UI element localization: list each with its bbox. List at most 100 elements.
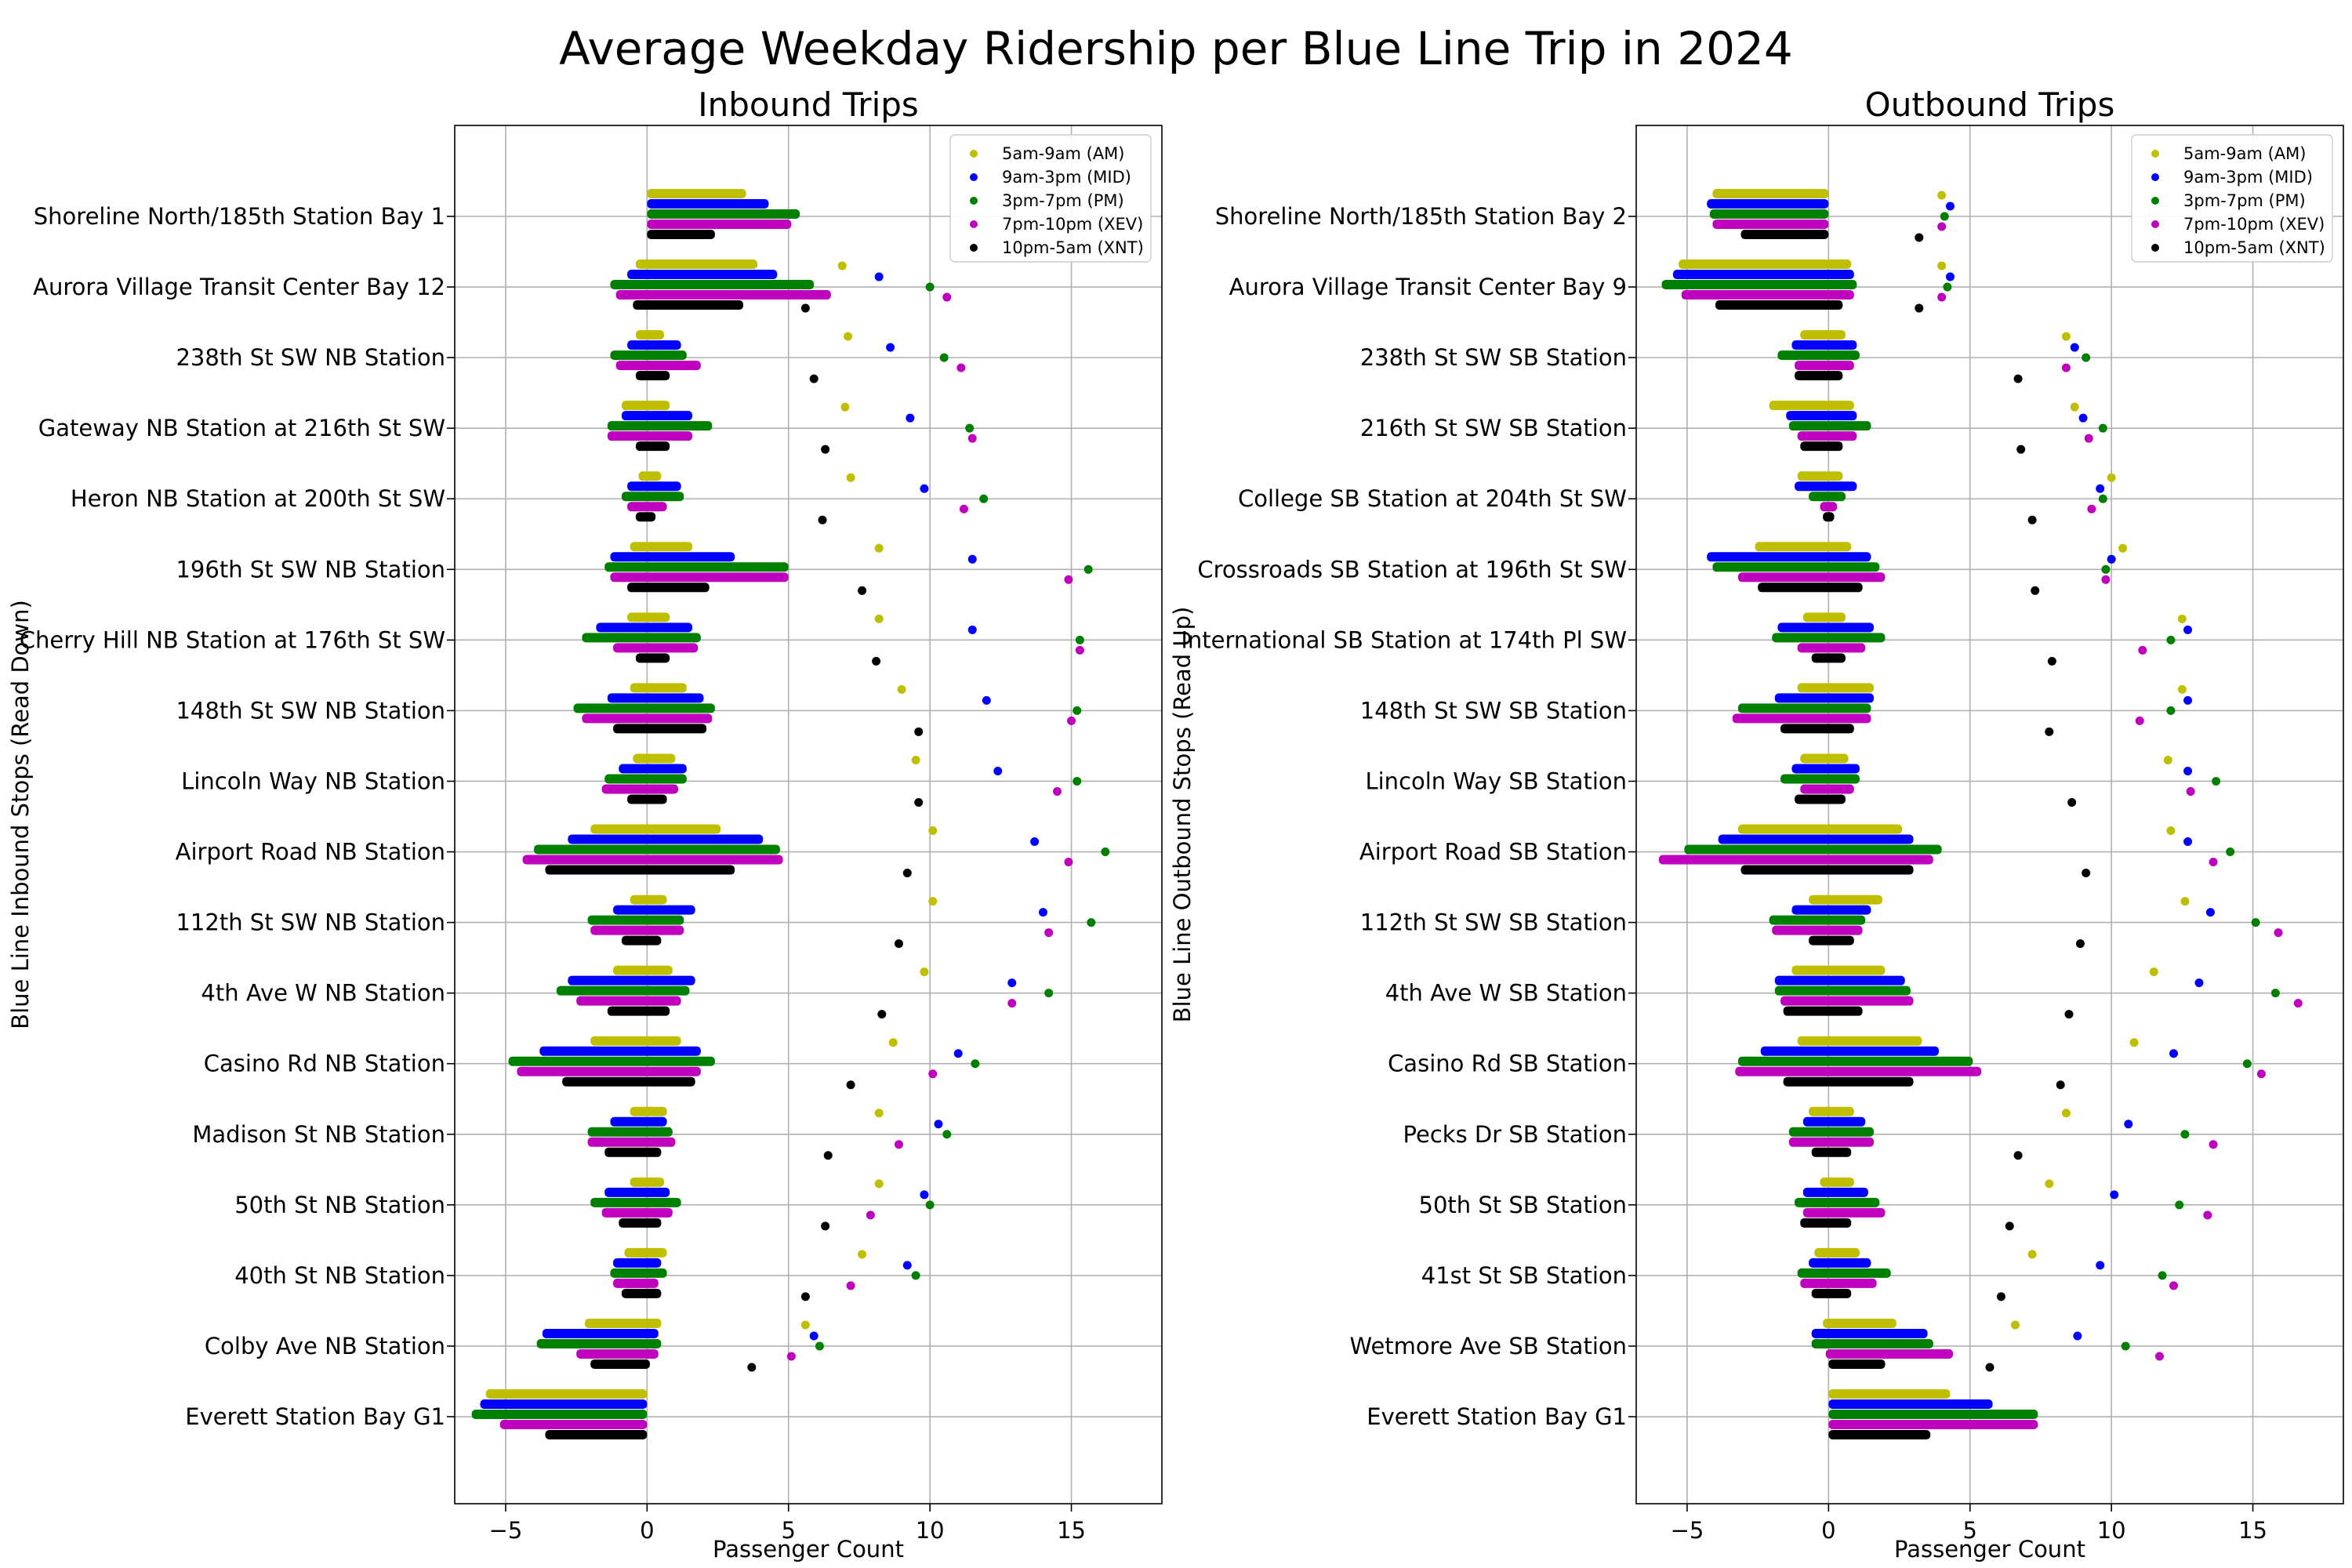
bar-10pm-5am-xnt-6 bbox=[1811, 653, 1846, 663]
bar-10pm-5am-xnt-12 bbox=[562, 1076, 695, 1087]
stop-label-4th-ave-w-nb-station: 4th Ave W NB Station bbox=[201, 980, 445, 1007]
bar-10pm-5am-xnt-14 bbox=[619, 1218, 662, 1228]
point-9am-3pm-mid-9 bbox=[1030, 837, 1040, 847]
bar-3pm-7pm-pm-7 bbox=[573, 703, 715, 713]
stop-label-238th-st-sw-nb-station: 238th St SW NB Station bbox=[176, 344, 445, 371]
point-3pm-7pm-pm-4 bbox=[979, 494, 989, 503]
point-5am-9am-am-15 bbox=[2027, 1250, 2037, 1259]
stop-label-238th-st-sw-sb-station: 238th St SW SB Station bbox=[1360, 344, 1627, 371]
point-10pm-5am-xnt-12 bbox=[846, 1080, 855, 1090]
bar-10pm-5am-xnt-9 bbox=[1740, 865, 1914, 875]
bar-5am-9am-am-0 bbox=[1712, 189, 1829, 198]
bar-3pm-7pm-pm-3 bbox=[607, 421, 713, 431]
point-7pm-10pm-xev-15 bbox=[2169, 1281, 2179, 1290]
plot-frame bbox=[1635, 125, 2344, 1504]
bar-9am-3pm-mid-5 bbox=[1707, 552, 1871, 562]
stop-label-airport-road-nb-station: Airport Road NB Station bbox=[176, 839, 445, 866]
stop-label-50th-st-nb-station: 50th St NB Station bbox=[234, 1192, 445, 1218]
inbound-chart-panel: −5 0 5 10 15 Shoreline North/185th Station Ba… bbox=[7, 85, 1163, 1563]
bar-9am-3pm-mid-1 bbox=[1672, 270, 1854, 280]
point-7pm-10pm-xev-8 bbox=[2186, 786, 2195, 796]
bar-7pm-10pm-xev-3 bbox=[1797, 431, 1857, 441]
point-3pm-7pm-pm-4 bbox=[2098, 494, 2107, 503]
panel-title: Outbound Trips bbox=[1865, 85, 2115, 124]
point-5am-9am-am-10 bbox=[2180, 897, 2190, 906]
bar-5am-9am-am-1 bbox=[635, 260, 758, 270]
point-9am-3pm-mid-12 bbox=[2169, 1049, 2179, 1058]
x-tick-label: 10 bbox=[2097, 1517, 2126, 1544]
point-7pm-10pm-xev-3 bbox=[2084, 434, 2093, 443]
bar-7pm-10pm-xev-12 bbox=[1735, 1066, 1982, 1076]
point-5am-9am-am-6 bbox=[2177, 614, 2187, 623]
x-axis-label: Passenger Count bbox=[713, 1536, 904, 1563]
bar-5am-9am-am-5 bbox=[630, 542, 693, 552]
x-tick-label: 0 bbox=[1821, 1517, 1835, 1544]
bar-7pm-10pm-xev-8 bbox=[1800, 784, 1854, 794]
bar-9am-3pm-mid-9 bbox=[568, 834, 764, 844]
point-3pm-7pm-pm-10 bbox=[2251, 918, 2260, 927]
stop-label-40th-st-nb-station: 40th St NB Station bbox=[234, 1262, 445, 1289]
stop-label-aurora-village-transit-center-bay-12: Aurora Village Transit Center Bay 12 bbox=[33, 274, 445, 300]
point-5am-9am-am-16 bbox=[2010, 1320, 2020, 1330]
point-10pm-5am-xnt-2 bbox=[809, 374, 818, 383]
x-tick-label: 5 bbox=[1963, 1517, 1977, 1544]
bar-9am-3pm-mid-8 bbox=[619, 764, 687, 774]
bar-5am-9am-am-14 bbox=[630, 1177, 664, 1187]
bar-10pm-5am-xnt-11 bbox=[1783, 1006, 1863, 1016]
point-9am-3pm-mid-16 bbox=[809, 1331, 818, 1341]
x-tick-label: 10 bbox=[916, 1517, 945, 1544]
bar-5am-9am-am-10 bbox=[1809, 895, 1882, 905]
point-3pm-7pm-pm-6 bbox=[2166, 635, 2176, 644]
point-7pm-10pm-xev-1 bbox=[1937, 292, 1947, 302]
legend-entry-5am-9am-am: 5am-9am (AM) bbox=[1002, 144, 1125, 163]
point-5am-9am-am-3 bbox=[840, 402, 850, 412]
bar-3pm-7pm-pm-13 bbox=[587, 1127, 673, 1137]
bar-9am-3pm-mid-3 bbox=[621, 411, 693, 421]
bar-3pm-7pm-pm-6 bbox=[582, 633, 701, 643]
bar-5am-9am-am-3 bbox=[621, 401, 670, 411]
bar-9am-3pm-mid-2 bbox=[1791, 340, 1857, 350]
point-9am-3pm-mid-12 bbox=[953, 1049, 963, 1058]
point-10pm-5am-xnt-6 bbox=[2047, 656, 2056, 666]
bar-10pm-5am-xnt-2 bbox=[1795, 371, 1843, 381]
point-5am-9am-am-13 bbox=[874, 1109, 884, 1118]
bar-3pm-7pm-pm-16 bbox=[1811, 1338, 1933, 1348]
bar-9am-3pm-mid-6 bbox=[1777, 622, 1875, 633]
point-10pm-5am-xnt-8 bbox=[2067, 797, 2077, 807]
bar-5am-9am-am-5 bbox=[1755, 542, 1852, 552]
point-7pm-10pm-xev-13 bbox=[2209, 1140, 2218, 1149]
point-7pm-10pm-xev-14 bbox=[866, 1210, 875, 1220]
point-9am-3pm-mid-14 bbox=[920, 1190, 929, 1200]
point-5am-9am-am-13 bbox=[2061, 1109, 2071, 1118]
bar-3pm-7pm-pm-9 bbox=[534, 844, 780, 855]
point-7pm-10pm-xev-13 bbox=[894, 1140, 903, 1149]
point-7pm-10pm-xev-12 bbox=[928, 1069, 938, 1079]
stop-label-cherry-hill-nb-station-at-176th-st-sw: Cherry Hill NB Station at 176th St SW bbox=[20, 626, 445, 653]
bar-10pm-5am-xnt-13 bbox=[604, 1147, 662, 1157]
bar-3pm-7pm-pm-4 bbox=[621, 492, 684, 502]
stop-label-112th-st-sw-sb-station: 112th St SW SB Station bbox=[1360, 909, 1627, 936]
bar-3pm-7pm-pm-15 bbox=[1797, 1268, 1891, 1278]
point-9am-3pm-mid-13 bbox=[2124, 1120, 2133, 1129]
bar-7pm-10pm-xev-3 bbox=[607, 431, 693, 441]
bar-5am-9am-am-15 bbox=[1814, 1247, 1860, 1258]
bar-3pm-7pm-pm-7 bbox=[1737, 703, 1871, 713]
bar-10pm-5am-xnt-9 bbox=[545, 865, 735, 875]
bar-3pm-7pm-pm-13 bbox=[1788, 1127, 1875, 1137]
bar-5am-9am-am-0 bbox=[647, 189, 746, 198]
point-9am-3pm-mid-15 bbox=[2096, 1261, 2105, 1270]
stop-label-wetmore-ave-sb-station: Wetmore Ave SB Station bbox=[1349, 1333, 1627, 1359]
stop-label-148th-st-sw-sb-station: 148th St SW SB Station bbox=[1360, 697, 1627, 724]
bar-7pm-10pm-xev-14 bbox=[1802, 1207, 1886, 1218]
bar-9am-3pm-mid-13 bbox=[610, 1116, 667, 1127]
bar-10pm-5am-xnt-8 bbox=[627, 794, 667, 804]
legend-marker-7pm-10pm-xev bbox=[970, 220, 978, 228]
bar-7pm-10pm-xev-2 bbox=[1795, 361, 1854, 371]
point-9am-3pm-mid-16 bbox=[2073, 1331, 2082, 1341]
legend-entry-9am-3pm-mid: 9am-3pm (MID) bbox=[1002, 168, 1131, 187]
point-9am-3pm-mid-7 bbox=[982, 695, 991, 705]
point-3pm-7pm-pm-11 bbox=[2270, 989, 2280, 998]
bar-7pm-10pm-xev-15 bbox=[1800, 1278, 1877, 1288]
point-9am-3pm-mid-4 bbox=[2096, 484, 2105, 493]
bar-7pm-10pm-xev-10 bbox=[590, 925, 684, 935]
